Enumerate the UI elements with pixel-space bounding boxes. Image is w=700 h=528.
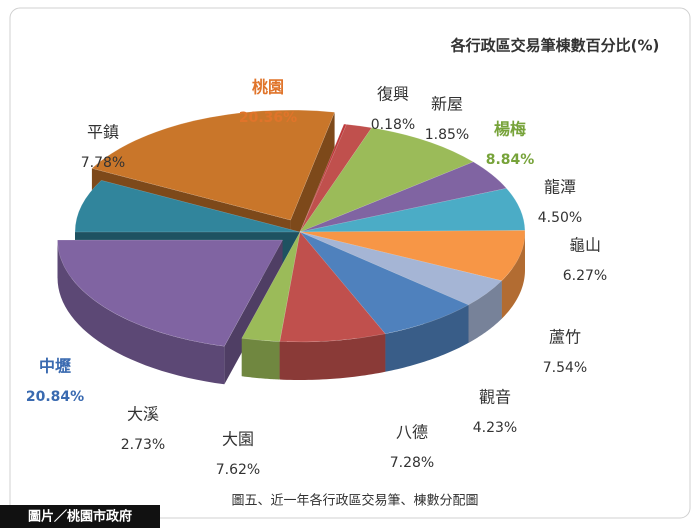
value-label: 7.54% (543, 360, 587, 376)
value-label: 4.23% (473, 420, 517, 436)
slice-cut (290, 112, 335, 259)
value-label: 7.62% (216, 462, 260, 478)
slice-label: 龜山 (569, 236, 601, 255)
value-label: 20.84% (26, 389, 84, 405)
slice (299, 127, 474, 233)
slice (299, 231, 469, 335)
slice (299, 124, 373, 233)
value-label: 7.78% (81, 155, 125, 171)
slice-label: 復興 (377, 85, 409, 104)
value-label: 20.36% (239, 110, 297, 126)
slice-label: 龍潭 (544, 178, 576, 197)
slice-label: 觀音 (479, 388, 511, 407)
slice-label: 大溪 (127, 405, 159, 424)
slice-side (57, 240, 225, 385)
slice (279, 231, 386, 343)
chart-title: 各行政區交易筆棟數百分比(%) (450, 37, 660, 55)
slice (299, 231, 503, 306)
slice-label: 新屋 (431, 95, 463, 114)
slice (57, 239, 283, 347)
slice (74, 180, 301, 233)
slice (299, 230, 526, 282)
slice (299, 188, 526, 233)
slice-side (241, 338, 280, 380)
value-label: 4.50% (538, 210, 582, 226)
slice-side (501, 232, 525, 319)
value-label: 1.85% (425, 127, 469, 143)
slice-label: 大園 (222, 430, 254, 449)
slice-label: 蘆竹 (549, 328, 581, 347)
value-label: 0.18% (371, 117, 415, 133)
value-label: 7.28% (390, 455, 434, 471)
slice-side (468, 280, 502, 343)
caption: 圖五、近一年各行政區交易筆、棟數分配圖 (231, 493, 478, 509)
credit-box (0, 505, 160, 528)
slice (299, 123, 347, 233)
slice (299, 161, 507, 233)
slice (241, 231, 301, 342)
slice-label: 桃園 (252, 78, 284, 97)
slice-label: 楊梅 (494, 120, 526, 139)
value-label: 6.27% (563, 268, 607, 284)
slice (91, 109, 335, 221)
credit: 圖片／桃園市政府 (28, 509, 132, 525)
value-label: 2.73% (121, 437, 165, 453)
slice-side (279, 333, 386, 380)
slice-label: 中壢 (39, 357, 71, 376)
slice-label: 八德 (396, 423, 428, 442)
slice-side (385, 304, 469, 372)
value-label: 8.84% (486, 152, 535, 168)
slice-label: 平鎮 (87, 123, 119, 142)
